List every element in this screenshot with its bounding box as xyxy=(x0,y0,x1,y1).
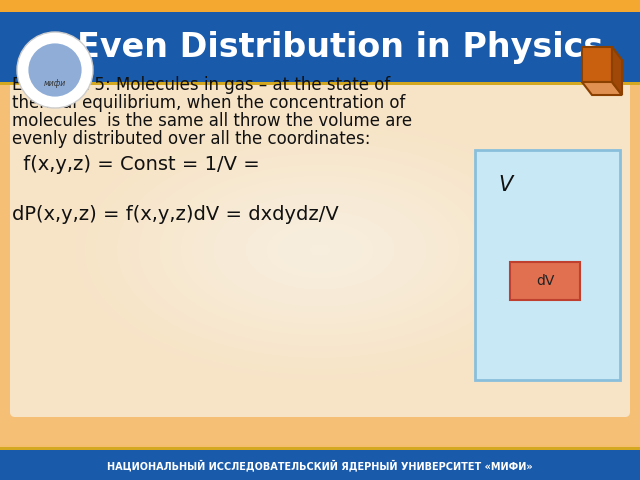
Polygon shape xyxy=(582,82,622,95)
Text: мифи: мифи xyxy=(44,80,66,88)
Ellipse shape xyxy=(181,176,459,324)
Text: Even Distribution in Physics: Even Distribution in Physics xyxy=(77,31,603,63)
Text: thermal equilibrium, when the concentration of: thermal equilibrium, when the concentrat… xyxy=(12,94,405,112)
Polygon shape xyxy=(612,47,622,95)
Bar xyxy=(0,450,640,480)
Ellipse shape xyxy=(213,193,427,307)
Ellipse shape xyxy=(309,244,331,256)
Ellipse shape xyxy=(203,188,437,312)
Ellipse shape xyxy=(277,228,363,273)
Text: dV: dV xyxy=(536,274,554,288)
Polygon shape xyxy=(582,47,612,82)
Ellipse shape xyxy=(171,171,469,329)
Text: molecules  is the same all throw the volume are: molecules is the same all throw the volu… xyxy=(12,112,412,130)
Ellipse shape xyxy=(267,222,373,278)
FancyBboxPatch shape xyxy=(10,67,630,417)
Text: dP(x,y,z) = f(x,y,z)dV = dxdydz/V: dP(x,y,z) = f(x,y,z)dV = dxdydz/V xyxy=(12,205,339,225)
Bar xyxy=(0,12,640,82)
Ellipse shape xyxy=(288,233,352,267)
Ellipse shape xyxy=(224,199,416,301)
Ellipse shape xyxy=(235,204,405,295)
Text: EXAMPLE 5: Molecules in gas – at the state of: EXAMPLE 5: Molecules in gas – at the sta… xyxy=(12,76,390,94)
Text: f(x,y,z) = Const = 1/V =: f(x,y,z) = Const = 1/V = xyxy=(17,156,260,175)
Bar xyxy=(0,82,640,85)
Bar xyxy=(0,447,640,450)
Text: evenly distributed over all the coordinates:: evenly distributed over all the coordina… xyxy=(12,130,371,148)
Text: V: V xyxy=(498,175,512,195)
Bar xyxy=(510,262,580,300)
Ellipse shape xyxy=(192,182,448,318)
Circle shape xyxy=(28,43,82,96)
Circle shape xyxy=(17,32,93,108)
Ellipse shape xyxy=(299,239,341,261)
Text: НАЦИОНАЛЬНЫЙ ИССЛЕДОВАТЕЛЬСКИЙ ЯДЕРНЫЙ УНИВЕРСИТЕТ «МИФИ»: НАЦИОНАЛЬНЫЙ ИССЛЕДОВАТЕЛЬСКИЙ ЯДЕРНЫЙ У… xyxy=(107,459,533,471)
Ellipse shape xyxy=(256,216,384,284)
Bar xyxy=(475,150,620,380)
Ellipse shape xyxy=(160,165,480,335)
Bar xyxy=(0,0,640,12)
Ellipse shape xyxy=(149,159,491,341)
Ellipse shape xyxy=(245,210,395,289)
